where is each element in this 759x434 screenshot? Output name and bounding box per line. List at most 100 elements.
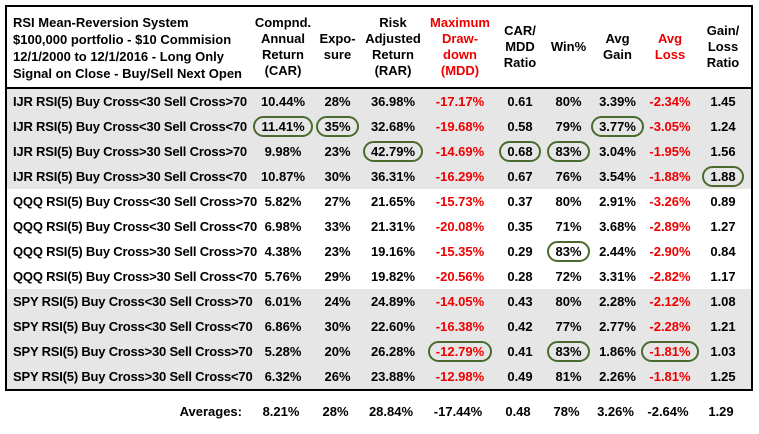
cell-car_mdd: 0.35 xyxy=(507,219,533,234)
cell-car: 11.41% xyxy=(252,116,314,137)
table-row: SPY RSI(5) Buy Cross<30 Sell Cross<70 6.8… xyxy=(7,314,751,339)
row-label: SPY RSI(5) Buy Cross>30 Sell Cross<70 xyxy=(13,369,253,384)
cell-value: 11.41% xyxy=(261,119,305,134)
cell-rar: 24.89% xyxy=(370,294,416,309)
cell-car: 5.28% xyxy=(264,344,302,359)
cell-exposure: 20% xyxy=(324,344,351,359)
cell-rar: 42.79% xyxy=(361,141,425,162)
cell-avg_gain: 2.28% xyxy=(599,294,636,309)
column-header-avg_loss: Avg Loss xyxy=(654,31,686,62)
row-label: IJR RSI(5) Buy Cross>30 Sell Cross>70 xyxy=(13,144,247,159)
cell-mdd: -19.68% xyxy=(435,119,485,134)
cell-rar: 26.28% xyxy=(370,344,416,359)
cell-rar: 36.31% xyxy=(370,169,416,184)
cell-mdd: -14.05% xyxy=(435,294,485,309)
row-label: IJR RSI(5) Buy Cross<30 Sell Cross>70 xyxy=(13,94,247,109)
cell-win: 76% xyxy=(555,169,582,184)
system-title: RSI Mean-Reversion System xyxy=(13,15,189,30)
cell-gain_loss: 1.45 xyxy=(710,94,736,109)
table-row: SPY RSI(5) Buy Cross<30 Sell Cross>70 6.0… xyxy=(7,289,751,314)
cell-mdd: -20.08% xyxy=(435,219,485,234)
cell-win: 71% xyxy=(555,219,582,234)
cell-value: 42.79% xyxy=(370,144,416,159)
row-label: QQQ RSI(5) Buy Cross<30 Sell Cross>70 xyxy=(13,194,258,209)
averages-label: Averages: xyxy=(179,404,242,419)
cell-car_mdd: 0.49 xyxy=(507,369,533,384)
average-cell-avg_gain: 3.26% xyxy=(597,404,634,419)
row-label: QQQ RSI(5) Buy Cross<30 Sell Cross<70 xyxy=(13,219,258,234)
highlight-circle: 3.77% xyxy=(591,116,644,137)
cell-avg_gain: 1.86% xyxy=(599,344,636,359)
cell-value: -12.79% xyxy=(435,344,485,359)
cell-exposure: 26% xyxy=(324,369,351,384)
column-header-car_mdd: CAR/ MDD Ratio xyxy=(503,23,537,70)
cell-car: 6.86% xyxy=(264,319,302,334)
results-table: RSI Mean-Reversion System $100,000 portf… xyxy=(5,5,753,391)
row-label: SPY RSI(5) Buy Cross<30 Sell Cross<70 xyxy=(13,319,253,334)
cell-gain_loss: 1.56 xyxy=(710,144,736,159)
cell-rar: 36.98% xyxy=(370,94,416,109)
cell-gain_loss: 1.24 xyxy=(710,119,736,134)
system-description: RSI Mean-Reversion System $100,000 portf… xyxy=(7,7,252,82)
cell-exposure: 30% xyxy=(324,169,351,184)
highlight-circle: 35% xyxy=(316,116,359,137)
cell-avg_loss: -3.05% xyxy=(649,119,691,134)
cell-avg_gain: 3.54% xyxy=(599,169,636,184)
cell-avg_loss: -1.95% xyxy=(649,144,691,159)
cell-gain_loss: 1.03 xyxy=(710,344,736,359)
cell-gain_loss: 1.21 xyxy=(710,319,736,334)
column-header-mdd: Maximum Draw- down (MDD) xyxy=(430,15,490,78)
cell-car: 9.98% xyxy=(264,144,302,159)
cell-rar: 22.60% xyxy=(370,319,416,334)
cell-car: 5.76% xyxy=(264,269,302,284)
cell-avg_gain: 2.44% xyxy=(599,244,636,259)
cell-mdd: -20.56% xyxy=(435,269,485,284)
cell-car: 4.38% xyxy=(264,244,302,259)
cell-exposure: 29% xyxy=(324,269,351,284)
cell-mdd: -12.79% xyxy=(425,341,495,362)
column-header-gain_loss: Gain/ Loss Ratio xyxy=(706,23,740,70)
highlight-circle: -12.79% xyxy=(427,341,493,362)
highlight-circle: 83% xyxy=(547,141,590,162)
cell-gain_loss: 1.17 xyxy=(710,269,736,284)
table-row: QQQ RSI(5) Buy Cross>30 Sell Cross<70 5.7… xyxy=(7,264,751,289)
cell-avg_loss: -2.34% xyxy=(649,94,691,109)
average-cell-avg_loss: -2.64% xyxy=(647,404,689,419)
cell-rar: 19.82% xyxy=(370,269,416,284)
average-cell-rar: 28.84% xyxy=(368,404,414,419)
table-row: IJR RSI(5) Buy Cross<30 Sell Cross<70 11.… xyxy=(7,114,751,139)
table-row: IJR RSI(5) Buy Cross>30 Sell Cross<70 10.… xyxy=(7,164,751,189)
cell-rar: 23.88% xyxy=(370,369,416,384)
cell-mdd: -17.17% xyxy=(435,94,485,109)
cell-car_mdd: 0.41 xyxy=(507,344,533,359)
portfolio-line: $100,000 portfolio - $10 Commision xyxy=(13,32,232,47)
cell-win: 83% xyxy=(545,241,592,262)
cell-exposure: 24% xyxy=(324,294,351,309)
highlight-circle: 1.88 xyxy=(702,166,744,187)
cell-car_mdd: 0.42 xyxy=(507,319,533,334)
row-label: IJR RSI(5) Buy Cross>30 Sell Cross<70 xyxy=(13,169,247,184)
cell-gain_loss: 1.08 xyxy=(710,294,736,309)
cell-value: 0.68 xyxy=(507,144,533,159)
cell-rar: 21.31% xyxy=(370,219,416,234)
cell-avg_gain: 2.26% xyxy=(599,369,636,384)
table-row: SPY RSI(5) Buy Cross>30 Sell Cross>70 5.2… xyxy=(7,339,751,364)
cell-car: 10.44% xyxy=(260,94,306,109)
cell-exposure: 30% xyxy=(324,319,351,334)
table-body: IJR RSI(5) Buy Cross<30 Sell Cross>70 10.… xyxy=(7,89,751,389)
cell-avg_loss: -2.28% xyxy=(649,319,691,334)
cell-win: 80% xyxy=(555,194,582,209)
cell-car: 6.98% xyxy=(264,219,302,234)
cell-exposure: 28% xyxy=(324,94,351,109)
cell-value: 35% xyxy=(324,119,351,134)
average-cell-car: 8.21% xyxy=(262,404,300,419)
cell-car: 6.32% xyxy=(264,369,302,384)
row-label: SPY RSI(5) Buy Cross>30 Sell Cross>70 xyxy=(13,344,253,359)
cell-avg_loss: -1.81% xyxy=(649,369,691,384)
average-cell-gain_loss: 1.29 xyxy=(708,404,734,419)
cell-gain_loss: 1.25 xyxy=(710,369,736,384)
cell-rar: 32.68% xyxy=(370,119,416,134)
cell-car: 10.87% xyxy=(260,169,306,184)
highlight-circle: -1.81% xyxy=(641,341,699,362)
